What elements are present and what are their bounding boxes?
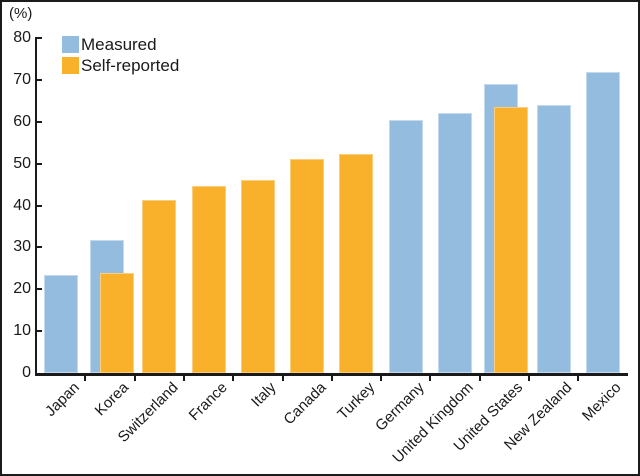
y-tick-label: 0 xyxy=(22,364,31,381)
y-tick-label: 60 xyxy=(13,112,31,130)
bar-measured-japan xyxy=(43,275,78,373)
x-category-label-japan: Japan xyxy=(41,379,83,420)
x-category-label-canada: Canada xyxy=(280,379,330,429)
y-tick xyxy=(37,330,42,333)
x-tick xyxy=(330,376,333,381)
x-tick xyxy=(429,376,432,381)
x-category-label-turkey: Turkey xyxy=(334,379,379,424)
y-tick xyxy=(37,204,42,207)
legend-item-self-reported: Self-reported xyxy=(62,57,179,74)
x-category-label-korea: Korea xyxy=(91,379,132,420)
x-tick xyxy=(182,376,185,381)
legend-label-measured: Measured xyxy=(81,35,157,54)
y-tick xyxy=(37,78,42,81)
bar-self-reported-italy xyxy=(240,179,275,373)
y-axis-line xyxy=(34,36,37,376)
y-tick xyxy=(37,120,42,123)
x-tick xyxy=(84,376,87,381)
measured-swatch-icon xyxy=(62,36,79,53)
x-tick xyxy=(528,376,530,381)
y-tick xyxy=(37,288,42,291)
y-tick-label: 30 xyxy=(13,238,31,256)
bar-measured-new-zealand xyxy=(536,105,571,373)
y-tick xyxy=(37,246,42,249)
y-tick-label: 10 xyxy=(13,322,31,340)
legend-label-self-reported: Self-reported xyxy=(81,56,180,75)
legend: Measured Self-reported xyxy=(62,36,179,78)
y-tick-label: 70 xyxy=(13,70,31,88)
y-tick-label: 50 xyxy=(13,154,31,172)
x-tick xyxy=(281,376,284,381)
bar-measured-mexico xyxy=(585,72,620,373)
bar-self-reported-france xyxy=(191,186,226,373)
y-axis-unit-label: (%) xyxy=(9,5,33,22)
bar-self-reported-korea xyxy=(99,272,134,373)
legend-item-measured: Measured xyxy=(62,36,179,53)
y-tick-label: 40 xyxy=(13,196,31,214)
y-tick xyxy=(37,162,42,165)
y-tick xyxy=(37,37,42,39)
y-tick-label: 80 xyxy=(13,29,31,46)
bar-self-reported-turkey xyxy=(339,154,374,373)
bar-self-reported-canada xyxy=(290,159,325,373)
x-category-label-mexico: Mexico xyxy=(579,379,625,425)
x-category-label-france: France xyxy=(185,379,231,425)
x-tick xyxy=(577,376,580,381)
x-tick xyxy=(380,376,383,381)
bar-measured-united-kingdom xyxy=(438,113,473,373)
x-category-label-italy: Italy xyxy=(248,379,280,411)
bar-self-reported-united-states xyxy=(494,106,529,373)
y-tick-label: 20 xyxy=(13,280,31,298)
x-axis-line xyxy=(34,373,628,376)
x-tick xyxy=(478,376,481,381)
x-tick xyxy=(133,376,136,381)
x-tick xyxy=(232,376,235,381)
self-reported-swatch-icon xyxy=(62,57,79,74)
bar-measured-germany xyxy=(388,120,423,373)
bar-self-reported-switzerland xyxy=(142,200,177,373)
